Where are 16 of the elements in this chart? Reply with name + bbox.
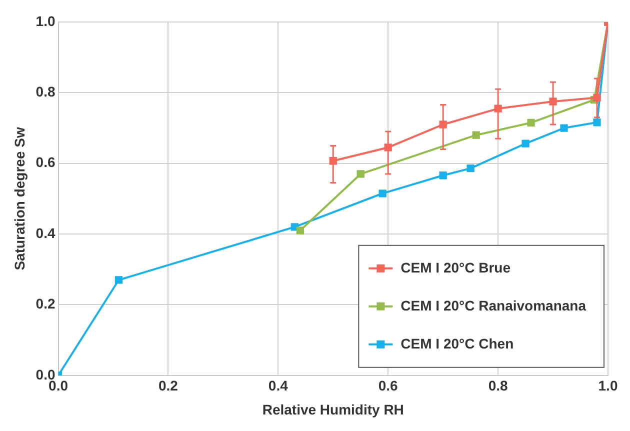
- x-axis-title: Relative Humidity RH: [262, 401, 404, 418]
- x-tick-label: 0.2: [158, 378, 178, 394]
- y-tick-label: 0.8: [36, 84, 56, 100]
- y-tick-label: 1.0: [36, 12, 56, 29]
- y-tick-label: 0.6: [36, 154, 56, 170]
- y-tick-label: 0.2: [36, 296, 56, 312]
- legend-label: CEM I 20°C Chen: [400, 335, 514, 352]
- legend-label: CEM I 20°C Ranaivomanana: [400, 297, 586, 314]
- x-tick-label: 0.4: [268, 378, 288, 394]
- y-axis-title: Saturation degree Sw: [11, 127, 28, 270]
- x-tick-label: 1.0: [598, 378, 618, 394]
- x-tick-label: 0.6: [378, 378, 398, 394]
- x-tick-label: 0.8: [488, 378, 508, 394]
- y-tick-label: 0.4: [36, 224, 56, 241]
- legend-label: CEM I 20°C Brue: [400, 259, 511, 276]
- y-tick-label: 0.0: [36, 366, 56, 382]
